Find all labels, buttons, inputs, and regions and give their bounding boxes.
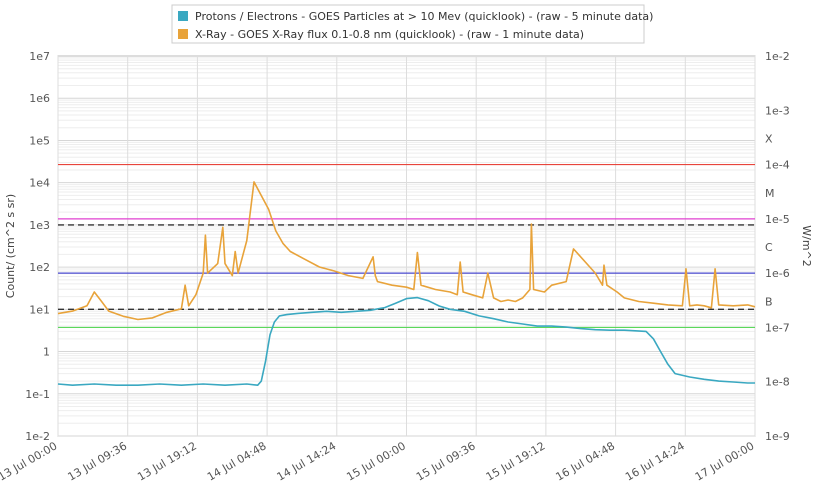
flare-class-C: C (765, 241, 773, 254)
right-tick-label: 1e-2 (765, 50, 790, 63)
legend-label-xray[interactable]: X-Ray - GOES X-Ray flux 0.1-0.8 nm (quic… (195, 28, 584, 41)
x-tick-label: 13 Jul 00:00 (0, 439, 60, 483)
series-lines (57, 181, 756, 387)
left-tick-label: 1e2 (29, 261, 50, 274)
flare-class-B: B (765, 296, 773, 309)
grid (57, 56, 756, 437)
left-tick-label: 1e1 (29, 303, 50, 316)
x-tick-label: 13 Jul 09:36 (66, 439, 130, 483)
x-tick-label: 15 Jul 09:36 (414, 439, 478, 483)
right-tick-label: 1e-7 (765, 321, 790, 334)
left-tick-label: 1 (43, 346, 50, 359)
legend-swatch-protons (178, 11, 188, 21)
left-tick-label: 1e3 (29, 219, 50, 232)
left-axis-ticks: 1e-2 1e-1 1 1e1 1e2 1e3 1e4 1e5 1e6 1e7 (25, 50, 50, 443)
right-axis-ticks: 1e-9 1e-8 1e-7 1e-6 1e-5 1e-4 1e-3 1e-2 (765, 50, 790, 443)
x-axis-ticks: 13 Jul 00:00 13 Jul 09:36 13 Jul 19:12 14 J… (0, 439, 757, 483)
x-tick-label: 15 Jul 00:00 (344, 439, 408, 483)
x-tick-label: 14 Jul 14:24 (275, 439, 339, 483)
x-tick-label: 13 Jul 19:12 (135, 439, 199, 483)
flare-class-X: X (765, 133, 773, 146)
y-axis-title-right: W/m^2 (800, 225, 813, 267)
right-tick-label: 1e-8 (765, 376, 790, 389)
x-tick-label: 16 Jul 14:24 (623, 439, 687, 483)
flare-class-labels: X M C B (765, 133, 775, 309)
legend-swatch-xray (178, 29, 188, 39)
right-tick-label: 1e-3 (765, 104, 790, 117)
x-tick-label: 15 Jul 19:12 (484, 439, 548, 483)
left-tick-label: 1e-1 (25, 388, 50, 401)
left-tick-label: 1e7 (29, 50, 50, 63)
y-axis-title-left: Count/ (cm^2 s sr) (4, 194, 17, 298)
x-tick-label: 16 Jul 04:48 (553, 439, 617, 483)
left-tick-label: 1e4 (29, 177, 50, 190)
right-tick-label: 1e-6 (765, 267, 790, 280)
right-tick-label: 1e-5 (765, 213, 790, 226)
x-tick-label: 14 Jul 04:48 (205, 439, 269, 483)
flare-class-M: M (765, 187, 775, 200)
legend-box (171, 4, 645, 44)
right-tick-label: 1e-9 (765, 430, 790, 443)
x-tick-label: 17 Jul 00:00 (693, 439, 757, 483)
threshold-lines (58, 163, 755, 329)
left-tick-label: 1e5 (29, 134, 50, 147)
legend: Protons / Electrons - GOES Particles at … (171, 4, 653, 44)
legend-label-protons[interactable]: Protons / Electrons - GOES Particles at … (195, 10, 653, 23)
left-tick-label: 1e-2 (25, 430, 50, 443)
right-tick-label: 1e-4 (765, 159, 790, 172)
xray-series-line (57, 181, 756, 321)
left-tick-label: 1e6 (29, 92, 50, 105)
protons-series-line (57, 296, 755, 387)
